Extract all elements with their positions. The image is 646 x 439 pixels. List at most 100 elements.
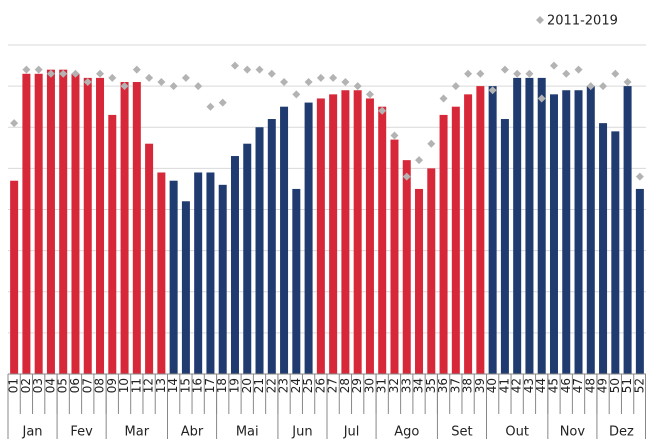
x-tick-label: 32 (387, 378, 401, 393)
diamond-marker (132, 65, 141, 74)
diamond-marker (145, 73, 154, 82)
diamond-marker (623, 78, 632, 87)
diamond-marker (108, 73, 117, 82)
x-tick-label: 48 (583, 378, 597, 393)
bar (194, 172, 203, 374)
diamond-marker (292, 90, 301, 99)
diamond-marker (365, 90, 374, 99)
x-tick-label: 37 (448, 378, 462, 393)
diamond-marker (513, 69, 522, 78)
bar (464, 94, 473, 374)
x-tick-label: 12 (142, 378, 156, 393)
bar (476, 86, 485, 374)
diamond-marker (59, 69, 68, 78)
x-tick-label: 44 (534, 378, 548, 393)
bar (108, 114, 117, 374)
x-tick-label: 51 (620, 378, 634, 393)
bar (329, 94, 338, 374)
diamond-marker (243, 65, 252, 74)
month-label: Set (451, 425, 472, 439)
bar (157, 172, 166, 374)
diamond-marker (427, 139, 436, 148)
x-tick-label: 13 (154, 378, 168, 393)
x-tick-label: 02 (19, 378, 33, 393)
legend-marker (536, 16, 544, 24)
bar (181, 201, 190, 374)
diamond-marker (96, 69, 105, 78)
month-label: Fev (70, 425, 93, 439)
bar (365, 98, 374, 375)
x-tick-label: 04 (43, 378, 57, 393)
bar (304, 102, 313, 374)
x-tick-label: 16 (191, 378, 205, 393)
x-tick-label: 38 (461, 378, 475, 393)
diamond-marker (46, 69, 55, 78)
bar (22, 73, 31, 374)
legend-label: 2011-2019 (547, 14, 618, 29)
x-tick-label: 21 (252, 378, 266, 393)
x-tick-label: 24 (289, 378, 303, 393)
diamond-marker (415, 156, 424, 165)
bar (353, 90, 362, 375)
bar (599, 123, 608, 374)
x-tick-label: 25 (301, 378, 315, 393)
bar (292, 188, 301, 374)
x-tick-label: 11 (129, 378, 143, 393)
x-tick-label: 19 (227, 378, 241, 393)
diamond-marker (71, 69, 80, 78)
x-tick-label: 30 (362, 378, 376, 393)
diamond-marker (206, 102, 215, 111)
bar (46, 69, 55, 375)
diamond-marker (230, 61, 239, 70)
diamond-marker (329, 73, 338, 82)
bar (390, 139, 399, 374)
bar (439, 114, 448, 374)
bar (59, 69, 68, 375)
bar (341, 90, 350, 375)
x-tick-label: 43 (522, 378, 536, 393)
x-tick-label: 36 (436, 378, 450, 393)
x-tick-label: 01 (7, 378, 21, 393)
x-tick-label: 20 (240, 378, 254, 393)
bar (415, 188, 424, 374)
diamond-marker (599, 82, 608, 91)
bar (83, 77, 92, 375)
x-tick-label: 50 (608, 378, 622, 393)
diamond-marker (280, 78, 289, 87)
month-label: Dez (609, 425, 634, 439)
x-tick-label: 28 (338, 378, 352, 393)
diamond-marker (586, 82, 595, 91)
bar (132, 82, 141, 374)
diamond-marker (500, 65, 509, 74)
bar (451, 106, 460, 374)
x-tick-label: 34 (412, 378, 426, 393)
x-tick-label: 17 (203, 378, 217, 393)
x-tick-label: 14 (166, 378, 180, 393)
bar (427, 168, 436, 374)
month-label: Abr (181, 425, 204, 439)
month-label: Jan (22, 425, 43, 439)
x-tick-label: 26 (313, 378, 327, 393)
x-tick-label: 49 (596, 378, 610, 393)
x-tick-label: 03 (31, 378, 45, 393)
bar (488, 86, 497, 374)
diamond-marker (378, 106, 387, 115)
diamond-marker (390, 131, 399, 140)
bar (206, 172, 215, 374)
diamond-marker (341, 78, 350, 87)
bar (500, 119, 509, 375)
diamond-marker (157, 78, 166, 87)
bar (635, 188, 644, 374)
bar (267, 119, 276, 375)
x-tick-label: 39 (473, 378, 487, 393)
x-tick-label: 33 (399, 378, 413, 393)
diamond-marker (574, 65, 583, 74)
diamond-marker (476, 69, 485, 78)
bar (243, 143, 252, 374)
x-tick-label: 07 (80, 378, 94, 393)
month-label: Out (505, 425, 529, 439)
diamond-marker (316, 73, 325, 82)
bar (549, 94, 558, 374)
diamond-marker (488, 86, 497, 95)
